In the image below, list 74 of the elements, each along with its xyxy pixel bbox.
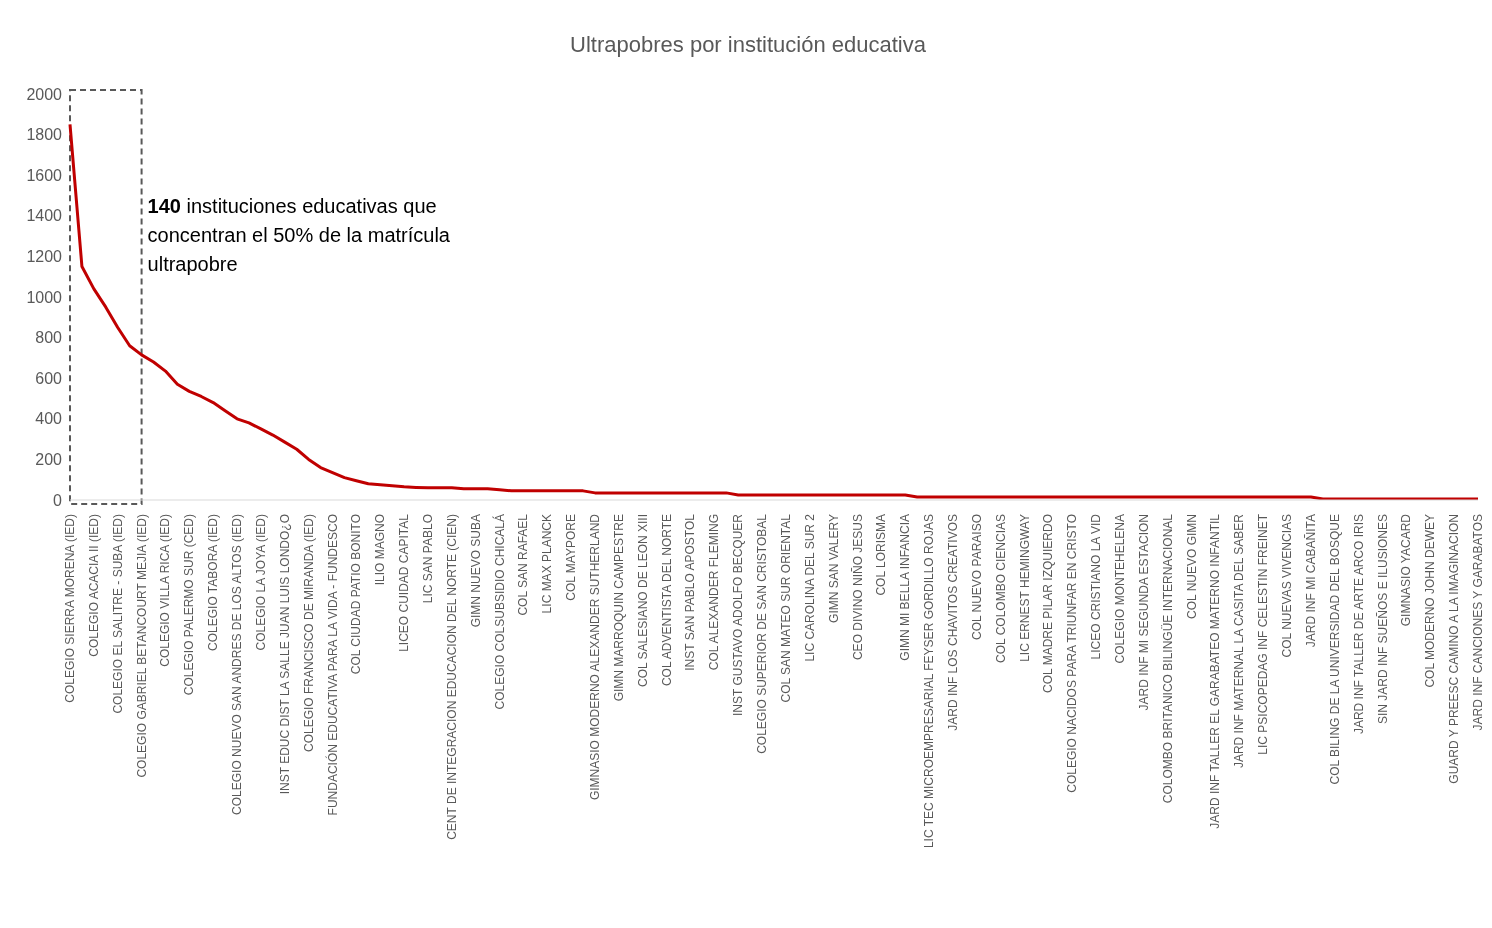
x-tick-label: COL SAN RAFAEL xyxy=(516,513,531,616)
x-tick-label: COLEGIO TABORA (IED) xyxy=(206,514,221,651)
chart-title: Ultrapobres por institución educativa xyxy=(569,32,927,58)
x-tick-label: COLOMBO BRITANICO BILINGÜE INTERNACIONAL xyxy=(1160,513,1175,804)
x-tick-label: COLEGIO LA JOYA (IED) xyxy=(253,514,268,651)
y-tick-label: 600 xyxy=(35,369,63,387)
x-tick-label: JARD INF CANCIONES Y GARABATOS xyxy=(1471,514,1485,731)
x-tick-label: COLEGIO COLSUBSIDIO CHICALÁ xyxy=(491,514,507,710)
x-tick-label: COLEGIO SIERRA MORENA (IED) xyxy=(63,514,77,703)
y-tick-label: 2000 xyxy=(26,85,63,103)
x-tick-label: COLEGIO NACIDOS PARA TRIUNFAR EN CRISTO xyxy=(1065,514,1080,793)
x-tick-label: CENT DE INTEGRACION EDUCACION DEL NORTE (CIEN) xyxy=(444,514,459,840)
x-tick-label: COLEGIO EL SALITRE - SUBA (IED) xyxy=(110,514,125,714)
y-tick-label: 0 xyxy=(53,491,63,509)
y-tick-label: 200 xyxy=(35,451,63,469)
x-tick-label: JARD INF TALLER EL GARABATEO MATERNO INFANTIL xyxy=(1208,513,1223,829)
x-tick-label: FUNDACIÓN EDUCATIVA PARA LA VIDA - FUNDESCO xyxy=(324,514,340,816)
x-tick-label: LIC MAX PLANCK xyxy=(540,514,555,614)
x-tick-label: INST EDUC DIST LA SALLE JUAN LUIS LONDO¿O xyxy=(277,514,292,795)
x-tick-label: LIC CAROLINA DEL SUR 2 xyxy=(802,513,817,662)
x-tick-label: COLEGIO SUPERIOR DE SAN CRISTOBAL xyxy=(755,513,770,754)
x-tick-label: LICEO CRISTIANO LA VID xyxy=(1089,513,1104,660)
x-tick-label: COL NUEVO GIMN xyxy=(1184,514,1199,619)
x-tick-label: CEO DIVINO NIÑO JESUS xyxy=(850,514,865,661)
x-tick-label: COL MAYPORE xyxy=(564,514,579,601)
x-tick-label: JARD INF MI CABAÑITA xyxy=(1303,514,1318,648)
x-tick-label: COL CIUDAD PATIO BONITO xyxy=(349,514,364,675)
x-tick-label: COL LORISMA xyxy=(874,514,889,596)
x-tick-label: ILIO MAGNO xyxy=(373,514,388,586)
x-tick-label: JARD INF MI SEGUNDA ESTACION xyxy=(1136,514,1151,711)
y-tick-label: 1000 xyxy=(26,288,63,306)
x-tick-label: GIMNASIO MODERNO ALEXANDER SUTHERLAND xyxy=(588,513,603,801)
x-tick-label: COL COLOMBO CIENCIAS xyxy=(993,514,1008,663)
y-tick-label: 1200 xyxy=(26,248,63,266)
x-tick-label: INST SAN PABLO APOSTOL xyxy=(683,513,698,671)
y-tick-label: 1600 xyxy=(26,166,63,184)
x-tick-label: COLEGIO MONTEHELENA xyxy=(1113,514,1128,664)
x-tick-label: COL MODERNO JOHN DEWEY xyxy=(1423,514,1438,688)
x-tick-label: COL SALESIANO DE LEON XIII xyxy=(635,514,650,687)
x-tick-label: GUARD Y PREESC CAMINO A LA IMAGINACION xyxy=(1447,514,1462,784)
x-tick-label: GIMN SAN VALERY xyxy=(826,514,841,623)
x-tick-label: INST GUSTAVO ADOLFO BECQUER xyxy=(731,513,746,717)
x-tick-label: COL ADVENTISTA DEL NORTE xyxy=(659,514,674,687)
x-tick-label: COL MADRE PILAR IZQUIERDO xyxy=(1041,514,1056,693)
y-tick-label: 1400 xyxy=(26,207,63,225)
y-tick-label: 1800 xyxy=(26,126,63,144)
x-tick-label: LIC ERNEST HEMINGWAY xyxy=(1017,514,1032,662)
x-tick-label: GIMN MI BELLA INFANCIA xyxy=(898,514,913,661)
annotation: 140 instituciones educativas que concentran el 50% de la matrícula ultrapobre xyxy=(147,194,451,277)
x-tick-label: COL NUEVAS VIVENCIAS xyxy=(1280,514,1295,658)
x-tick-label: SIN JARD INF SUEÑOS E ILUSIONES xyxy=(1375,514,1390,725)
x-tick-label: JARD INF LOS CHAVITOS CREATIVOS xyxy=(945,514,960,731)
x-tick-label: COLEGIO PALERMO SUR (CED) xyxy=(182,514,197,696)
x-tick-label: COL SAN MATEO SUR ORIENTAL xyxy=(778,513,793,703)
y-tick-label: 400 xyxy=(35,410,63,428)
x-tick-label: JARD INF TALLER DE ARTE ARCO IRIS xyxy=(1351,514,1366,735)
x-tick-label: COL BILING DE LA UNIVERSIDAD DEL BOSQUE xyxy=(1327,514,1342,785)
x-tick-label: LIC TEC MICROEMPRESARIAL FEYSER GORDILLO ROJAS xyxy=(922,514,937,849)
x-tick-label: GIMNASIO YACARD xyxy=(1399,513,1414,627)
y-tick-label: 800 xyxy=(35,329,63,347)
x-tick-label: GIMN NUEVO SUBA xyxy=(468,514,483,628)
x-tick-label: COLEGIO FRANCISCO DE MIRANDA (IED) xyxy=(301,514,316,753)
x-tick-label: COL ALEXANDER FLEMING xyxy=(707,514,722,671)
x-tick-label: COLEGIO VILLA RICA (IED) xyxy=(158,514,173,667)
x-tick-label: LIC SAN PABLO xyxy=(420,514,435,604)
x-tick-label: COL NUEVO PARAISO xyxy=(969,514,984,641)
x-tick-label: COLEGIO NUEVO SAN ANDRES DE LOS ALTOS (IED) xyxy=(230,514,245,815)
x-tick-label: COLEGIO GABRIEL BETANCOURT MEJIA (IED) xyxy=(134,514,149,778)
x-tick-label: LIC PSICOPEDAG INF CELESTIN FREINET xyxy=(1256,513,1271,755)
x-tick-label: GIMN MARROQUIN CAMPESTRE xyxy=(611,514,626,702)
line-series xyxy=(68,122,1480,500)
x-tick-label: JARD INF MATERNAL LA CASITA DEL SABER xyxy=(1232,513,1247,769)
x-tick-label: COLEGIO ACACIA II (IED) xyxy=(86,514,101,657)
x-tick-label: LICEO CUIDAD CAPITAL xyxy=(397,513,412,652)
